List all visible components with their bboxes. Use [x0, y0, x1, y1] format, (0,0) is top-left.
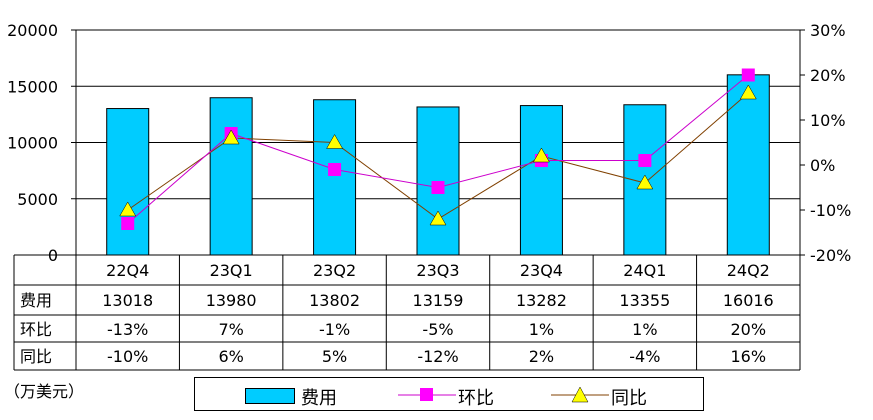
mom-marker-24Q1	[638, 154, 652, 167]
table-row-label: 环比	[20, 320, 52, 339]
legend-label-mom: 环比	[458, 388, 494, 409]
table-row-label: 费用	[20, 291, 52, 310]
y-right-tick-label: 0%	[810, 156, 835, 175]
table-cell: -12%	[417, 347, 458, 366]
yoy-marker-23Q2	[326, 133, 344, 149]
unit-note: （万美元）	[4, 382, 85, 401]
table-cell: 13980	[206, 291, 257, 310]
table-cell: -5%	[422, 320, 453, 339]
bar-24Q2	[726, 74, 770, 256]
y-left-tick-label: 10000	[7, 134, 58, 153]
yoy-marker-22Q4	[119, 201, 137, 217]
legend-item-bar: 费用	[245, 378, 375, 410]
y-right-tick-label: 30%	[810, 21, 846, 40]
legend-item-mom: 环比	[398, 378, 528, 410]
table-cell: -1%	[319, 320, 350, 339]
legend: 费用 环比 同比	[194, 377, 704, 411]
yoy-marker-23Q3	[429, 210, 447, 226]
x-tick-label-23Q1: 23Q1	[210, 261, 253, 280]
series-markers	[119, 68, 757, 230]
data-table: 22Q4 23Q1 23Q2 23Q3 23Q4 24Q1 24Q2 费用 13018 13980…	[13, 254, 801, 371]
bar-23Q2	[313, 99, 357, 256]
table-cell: 7%	[218, 320, 243, 339]
legend-label-yoy: 同比	[611, 388, 647, 409]
bars	[106, 74, 770, 256]
y-right-tick-label: -20%	[810, 246, 851, 265]
y-right-tick-label: 10%	[810, 111, 846, 130]
table-cell: 1%	[632, 320, 657, 339]
bar-23Q3	[416, 106, 460, 256]
yoy-marker-24Q2	[739, 84, 757, 100]
x-tick-label-23Q2: 23Q2	[313, 261, 356, 280]
table-row-label: 同比	[20, 347, 52, 366]
y-left-tick-label: 15000	[7, 77, 58, 96]
table-cell: 16%	[731, 347, 767, 366]
x-tick-label-23Q4: 23Q4	[520, 261, 563, 280]
y-right-tick-label: 20%	[810, 66, 846, 85]
bar-23Q1	[209, 97, 253, 256]
yoy-marker-23Q4	[532, 147, 550, 163]
legend-yoy-swatch	[551, 386, 609, 403]
yoy-marker-23Q1	[222, 129, 240, 145]
mom-marker-24Q2	[741, 68, 755, 82]
table-cell: 13355	[619, 291, 670, 310]
table-cell: 13282	[516, 291, 567, 310]
legend-mom-swatch	[398, 388, 456, 401]
bar-23Q4	[519, 105, 563, 256]
table-cell: -4%	[629, 347, 660, 366]
table-cell: 16016	[723, 291, 774, 310]
x-tick-label-22Q4: 22Q4	[106, 261, 149, 280]
table-cell: 13018	[102, 291, 153, 310]
table-cell: 5%	[322, 347, 347, 366]
table-cell: 13802	[309, 291, 360, 310]
legend-bar-swatch	[245, 388, 295, 404]
table-cell: 6%	[218, 347, 243, 366]
table-cell: 20%	[731, 320, 767, 339]
bar-22Q4	[106, 108, 150, 256]
table-cell: -13%	[107, 320, 148, 339]
mom-marker-23Q3	[431, 181, 445, 194]
table-cell: 2%	[529, 347, 554, 366]
x-tick-label-24Q2: 24Q2	[727, 261, 770, 280]
mom-marker-23Q2	[328, 163, 342, 176]
legend-label-bar: 费用	[301, 388, 337, 409]
y-right-tick-label: -10%	[810, 201, 851, 220]
table-cell: -10%	[107, 347, 148, 366]
table-cell: 1%	[529, 320, 554, 339]
mom-marker-22Q4	[121, 217, 135, 230]
legend-item-yoy: 同比	[551, 378, 681, 410]
yoy-marker-24Q1	[636, 174, 654, 190]
y-left-tick-label: 20000	[7, 21, 58, 40]
x-tick-label-24Q1: 24Q1	[623, 261, 666, 280]
x-tick-label-23Q3: 23Q3	[416, 261, 459, 280]
table-cell: 13159	[413, 291, 464, 310]
y-left-tick-label: 5000	[17, 190, 58, 209]
y-axis-right-labels: 30% 20% 10% 0% -10% -20%	[810, 21, 851, 265]
